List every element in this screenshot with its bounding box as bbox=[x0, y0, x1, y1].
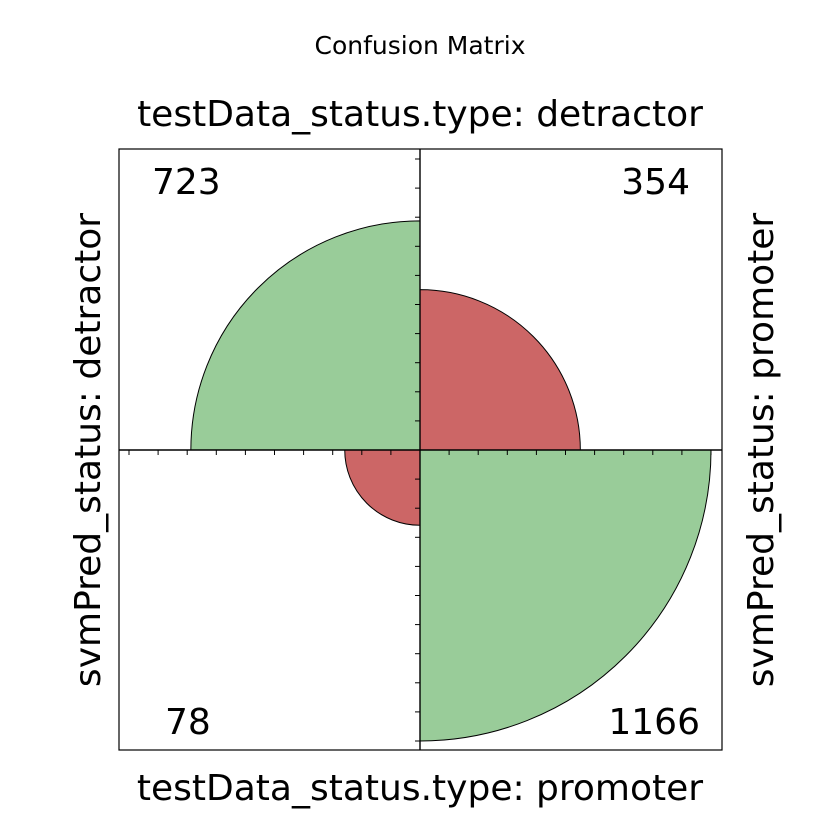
wedge-bottom-left bbox=[344, 449, 421, 526]
cell-value-top-left: 723 bbox=[152, 162, 221, 203]
wedge-bottom-right bbox=[419, 449, 712, 742]
bottom-label: testData_status.type: promoter bbox=[137, 768, 703, 809]
cell-value-top-right: 354 bbox=[621, 162, 690, 203]
chart-title: Confusion Matrix bbox=[314, 31, 525, 60]
wedge-top-left bbox=[190, 220, 421, 451]
wedge-layer bbox=[190, 220, 712, 742]
right-label: svmPred_status: promoter bbox=[741, 213, 782, 688]
cell-value-bottom-right: 1166 bbox=[608, 702, 700, 743]
left-label: svmPred_status: detractor bbox=[68, 213, 109, 687]
top-label: testData_status.type: detractor bbox=[137, 94, 703, 135]
cell-value-bottom-left: 78 bbox=[165, 702, 211, 743]
axis-ticks bbox=[128, 158, 712, 742]
wedge-top-right bbox=[419, 289, 581, 451]
